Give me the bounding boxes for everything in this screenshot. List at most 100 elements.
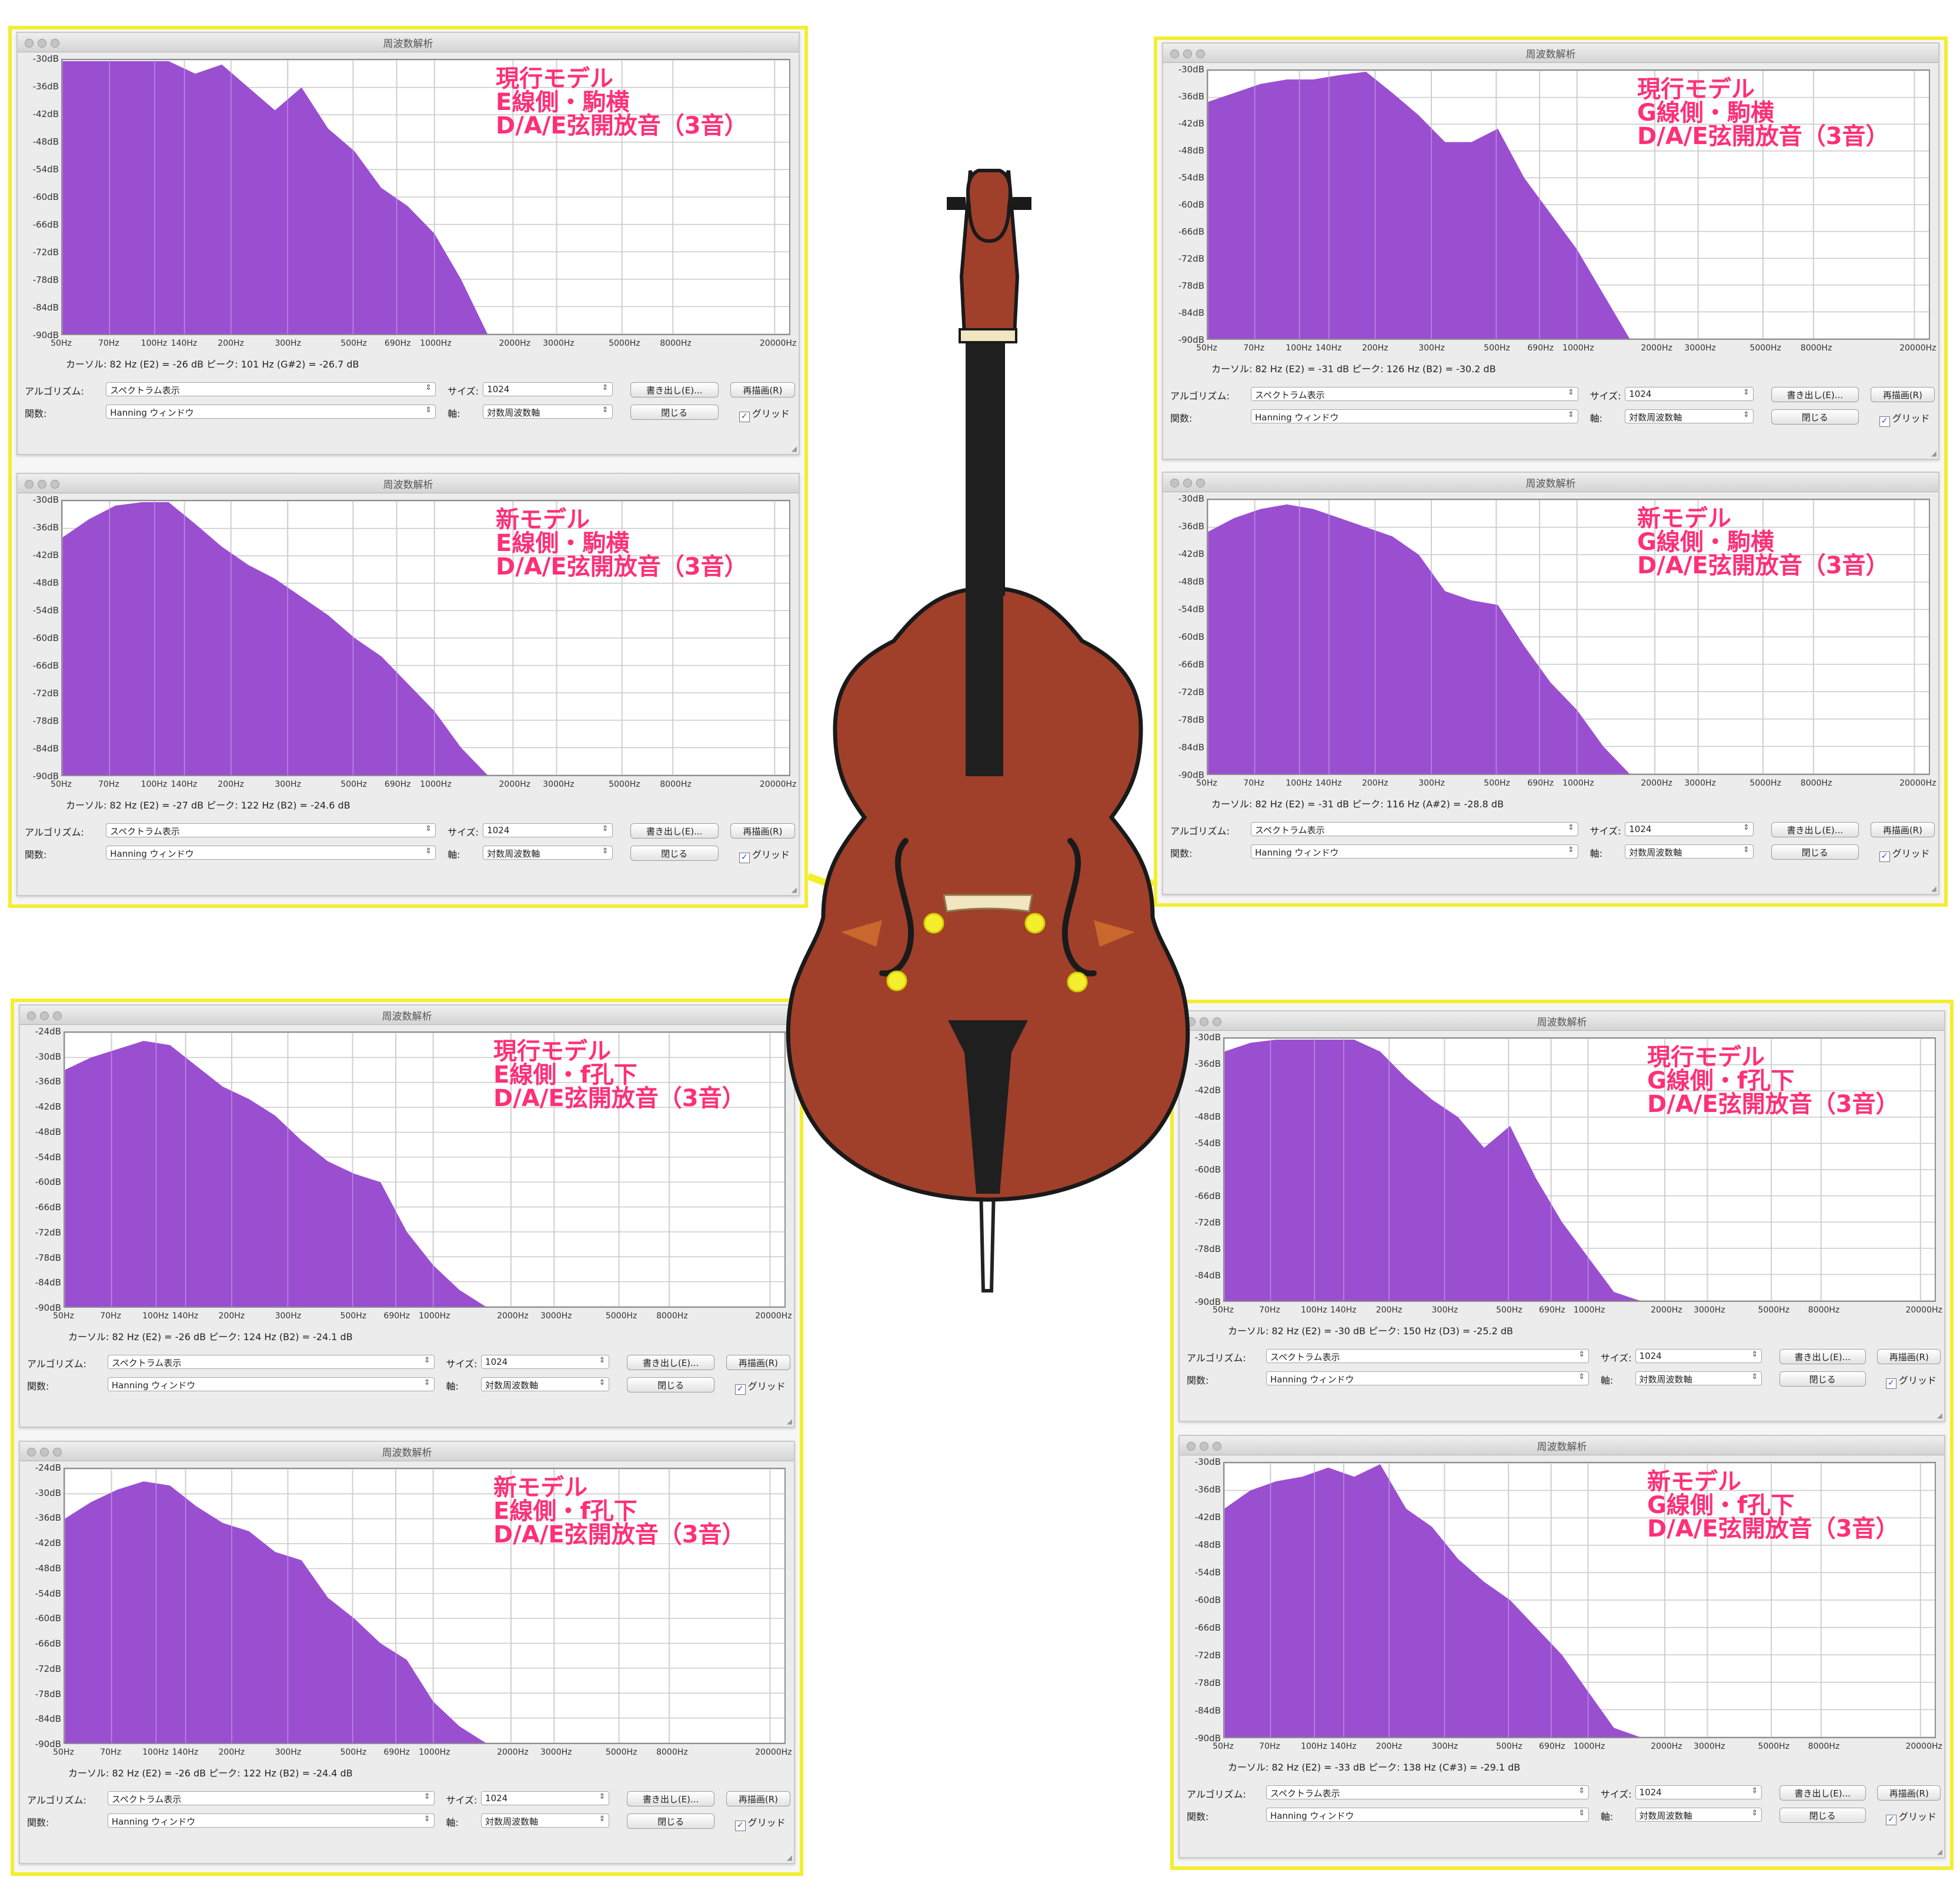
- close-button[interactable]: 閉じる: [630, 846, 719, 861]
- resize-grip-icon[interactable]: ◢: [1936, 1411, 1942, 1420]
- window-minimize-button[interactable]: [40, 1011, 49, 1020]
- resize-grip-icon[interactable]: ◢: [786, 1853, 792, 1862]
- window-titlebar[interactable]: 周波数解析: [18, 33, 799, 52]
- window-titlebar[interactable]: 周波数解析: [20, 1006, 794, 1025]
- function-select[interactable]: Hanning ウィンドウ ⇕: [106, 846, 436, 860]
- grid-checkbox[interactable]: ✓ グリッド: [739, 406, 790, 422]
- close-button[interactable]: 閉じる: [627, 1377, 715, 1392]
- resize-grip-icon[interactable]: ◢: [791, 445, 797, 453]
- window-zoom-button[interactable]: [53, 1448, 62, 1457]
- algorithm-select[interactable]: スペクトラム表示 ⇕: [107, 1791, 435, 1805]
- function-select[interactable]: Hanning ウィンドウ ⇕: [1266, 1808, 1590, 1822]
- replot-button[interactable]: 再描画(R): [726, 1791, 791, 1806]
- window-close-button[interactable]: [25, 39, 34, 48]
- window-titlebar[interactable]: 周波数解析: [1180, 1436, 1944, 1455]
- export-button[interactable]: 書き出し(E)...: [1779, 1785, 1866, 1801]
- size-select[interactable]: 1024 ⇕: [1625, 822, 1754, 836]
- window-minimize-button[interactable]: [1183, 49, 1192, 58]
- grid-checkbox[interactable]: ✓ グリッド: [739, 847, 790, 863]
- grid-checkbox[interactable]: ✓ グリッド: [1879, 410, 1930, 427]
- close-button[interactable]: 閉じる: [1779, 1371, 1866, 1387]
- window-close-button[interactable]: [27, 1011, 36, 1020]
- size-select[interactable]: 1024 ⇕: [483, 382, 613, 396]
- spectrum-plot[interactable]: [1223, 1037, 1936, 1302]
- window-minimize-button[interactable]: [40, 1448, 49, 1457]
- grid-checkbox[interactable]: ✓ グリッド: [1879, 846, 1930, 862]
- algorithm-select[interactable]: スペクトラム表示 ⇕: [1251, 822, 1578, 836]
- replot-button[interactable]: 再描画(R): [730, 823, 795, 839]
- window-zoom-button[interactable]: [1196, 49, 1205, 58]
- window-titlebar[interactable]: 周波数解析: [1163, 44, 1938, 63]
- window-close-button[interactable]: [1187, 1442, 1196, 1451]
- window-titlebar[interactable]: 周波数解析: [1180, 1011, 1944, 1031]
- replot-button[interactable]: 再描画(R): [1870, 387, 1935, 402]
- spectrum-plot[interactable]: [1223, 1462, 1936, 1738]
- close-button[interactable]: 閉じる: [1771, 409, 1859, 425]
- axis-select[interactable]: 対数周波数軸 ⇕: [483, 405, 613, 419]
- spectrum-plot[interactable]: [1207, 69, 1930, 340]
- replot-button[interactable]: 再描画(R): [1870, 822, 1935, 837]
- window-zoom-button[interactable]: [1213, 1017, 1221, 1026]
- export-button[interactable]: 書き出し(E)...: [1771, 387, 1859, 402]
- window-close-button[interactable]: [25, 480, 34, 489]
- window-close-button[interactable]: [27, 1448, 36, 1457]
- window-minimize-button[interactable]: [38, 39, 46, 48]
- size-select[interactable]: 1024 ⇕: [481, 1791, 610, 1805]
- size-select[interactable]: 1024 ⇕: [1635, 1349, 1762, 1363]
- close-button[interactable]: 閉じる: [1771, 844, 1859, 860]
- window-close-button[interactable]: [1170, 479, 1179, 487]
- resize-grip-icon[interactable]: ◢: [786, 1417, 792, 1425]
- function-select[interactable]: Hanning ウィンドウ ⇕: [1266, 1371, 1590, 1385]
- size-select[interactable]: 1024 ⇕: [481, 1355, 610, 1369]
- window-minimize-button[interactable]: [1200, 1442, 1208, 1451]
- replot-button[interactable]: 再描画(R): [730, 382, 795, 398]
- close-button[interactable]: 閉じる: [630, 405, 719, 420]
- window-zoom-button[interactable]: [1196, 479, 1205, 487]
- algorithm-select[interactable]: スペクトラム表示 ⇕: [106, 382, 436, 396]
- function-select[interactable]: Hanning ウィンドウ ⇕: [107, 1813, 435, 1828]
- function-select[interactable]: Hanning ウィンドウ ⇕: [1251, 844, 1578, 859]
- window-zoom-button[interactable]: [51, 480, 59, 489]
- size-select[interactable]: 1024 ⇕: [483, 823, 613, 837]
- window-minimize-button[interactable]: [38, 480, 46, 489]
- export-button[interactable]: 書き出し(E)...: [630, 382, 719, 398]
- export-button[interactable]: 書き出し(E)...: [1771, 822, 1859, 837]
- algorithm-select[interactable]: スペクトラム表示 ⇕: [1266, 1785, 1590, 1799]
- resize-grip-icon[interactable]: ◢: [1931, 449, 1936, 457]
- function-select[interactable]: Hanning ウィンドウ ⇕: [1251, 409, 1578, 423]
- replot-button[interactable]: 再描画(R): [1877, 1349, 1941, 1364]
- replot-button[interactable]: 再描画(R): [726, 1355, 791, 1370]
- axis-select[interactable]: 対数周波数軸 ⇕: [1635, 1371, 1762, 1385]
- window-minimize-button[interactable]: [1200, 1017, 1208, 1026]
- window-zoom-button[interactable]: [1213, 1442, 1221, 1451]
- spectrum-plot[interactable]: [61, 59, 790, 335]
- close-button[interactable]: 閉じる: [627, 1813, 715, 1829]
- window-zoom-button[interactable]: [53, 1011, 62, 1020]
- axis-select[interactable]: 対数周波数軸 ⇕: [1625, 409, 1754, 423]
- window-minimize-button[interactable]: [1183, 479, 1192, 487]
- resize-grip-icon[interactable]: ◢: [791, 886, 797, 894]
- grid-checkbox[interactable]: ✓ グリッド: [1886, 1809, 1936, 1825]
- axis-select[interactable]: 対数周波数軸 ⇕: [1625, 844, 1754, 859]
- export-button[interactable]: 書き出し(E)...: [627, 1355, 715, 1370]
- window-titlebar[interactable]: 周波数解析: [1163, 473, 1938, 492]
- spectrum-plot[interactable]: [64, 1468, 786, 1744]
- axis-select[interactable]: 対数周波数軸 ⇕: [481, 1377, 610, 1391]
- grid-checkbox[interactable]: ✓ グリッド: [734, 1378, 786, 1395]
- spectrum-plot[interactable]: [64, 1031, 786, 1308]
- size-select[interactable]: 1024 ⇕: [1625, 387, 1754, 401]
- close-button[interactable]: 閉じる: [1779, 1808, 1866, 1823]
- axis-select[interactable]: 対数周波数軸 ⇕: [483, 846, 613, 860]
- export-button[interactable]: 書き出し(E)...: [1779, 1349, 1866, 1364]
- function-select[interactable]: Hanning ウィンドウ ⇕: [106, 405, 436, 419]
- size-select[interactable]: 1024 ⇕: [1635, 1785, 1762, 1799]
- window-close-button[interactable]: [1170, 49, 1179, 58]
- export-button[interactable]: 書き出し(E)...: [630, 823, 719, 839]
- function-select[interactable]: Hanning ウィンドウ ⇕: [107, 1377, 435, 1391]
- export-button[interactable]: 書き出し(E)...: [627, 1791, 715, 1806]
- window-titlebar[interactable]: 周波数解析: [18, 474, 799, 493]
- resize-grip-icon[interactable]: ◢: [1936, 1848, 1942, 1856]
- replot-button[interactable]: 再描画(R): [1877, 1785, 1941, 1801]
- algorithm-select[interactable]: スペクトラム表示 ⇕: [1251, 387, 1578, 401]
- spectrum-plot[interactable]: [1207, 499, 1930, 775]
